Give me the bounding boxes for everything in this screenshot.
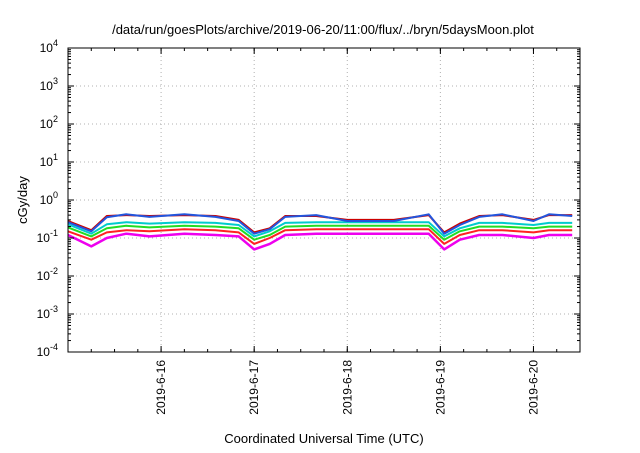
y-tick-label: 102 — [40, 114, 58, 131]
series-group — [67, 213, 573, 251]
tick-group: 10-410-310-210-11001011021031042019-6-16… — [37, 38, 581, 415]
y-tick-label: 103 — [40, 76, 58, 93]
y-tick-exponent: 1 — [53, 152, 58, 162]
y-tick-base: 10 — [37, 307, 51, 321]
grid-lines — [68, 48, 580, 352]
y-tick-base: 10 — [37, 269, 51, 283]
x-tick-label: 2019-6-20 — [526, 360, 540, 415]
y-tick-base: 10 — [40, 155, 54, 169]
x-axis-label: Coordinated Universal Time (UTC) — [224, 431, 423, 446]
y-tick-base: 10 — [40, 193, 54, 207]
y-tick-exponent: -3 — [50, 304, 58, 314]
y-tick-exponent: -1 — [50, 228, 58, 238]
y-tick-exponent: 3 — [53, 76, 58, 86]
series-line-3 — [67, 224, 573, 241]
y-tick-exponent: 0 — [53, 190, 58, 200]
y-tick-base: 10 — [40, 41, 54, 55]
y-tick-base: 10 — [40, 117, 54, 131]
y-tick-base: 10 — [37, 231, 51, 245]
y-tick-exponent: 4 — [53, 38, 58, 48]
y-tick-label: 104 — [40, 38, 58, 55]
y-tick-exponent: 2 — [53, 114, 58, 124]
y-axis-label: cGy/day — [15, 176, 30, 224]
y-tick-label: 10-1 — [37, 228, 58, 245]
x-tick-label: 2019-6-18 — [340, 360, 354, 415]
x-tick-label: 2019-6-19 — [433, 360, 447, 415]
series-line-4 — [67, 221, 573, 238]
y-tick-label: 100 — [40, 190, 58, 207]
series-line-1 — [67, 232, 573, 251]
x-tick-label: 2019-6-17 — [247, 360, 261, 415]
series-line-2 — [67, 228, 573, 245]
y-tick-base: 10 — [40, 79, 54, 93]
y-tick-exponent: -4 — [50, 342, 58, 352]
x-tick-label: 2019-6-16 — [154, 360, 168, 415]
y-tick-label: 10-4 — [37, 342, 58, 359]
series-line-6 — [67, 213, 573, 235]
chart-title: /data/run/goesPlots/archive/2019-06-20/1… — [112, 22, 534, 37]
y-tick-label: 101 — [40, 152, 58, 169]
y-tick-exponent: -2 — [50, 266, 58, 276]
y-tick-label: 10-3 — [37, 304, 58, 321]
y-tick-base: 10 — [37, 345, 51, 359]
y-tick-label: 10-2 — [37, 266, 58, 283]
